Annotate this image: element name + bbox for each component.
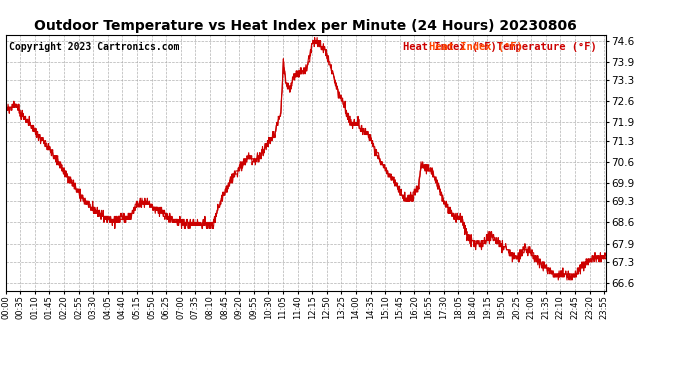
- Text: Copyright 2023 Cartronics.com: Copyright 2023 Cartronics.com: [8, 42, 179, 52]
- Text: Heat Index (°F): Heat Index (°F): [429, 42, 523, 52]
- Title: Outdoor Temperature vs Heat Index per Minute (24 Hours) 20230806: Outdoor Temperature vs Heat Index per Mi…: [34, 20, 577, 33]
- Text: Heat Index (°F)Temperature (°F): Heat Index (°F)Temperature (°F): [403, 42, 597, 52]
